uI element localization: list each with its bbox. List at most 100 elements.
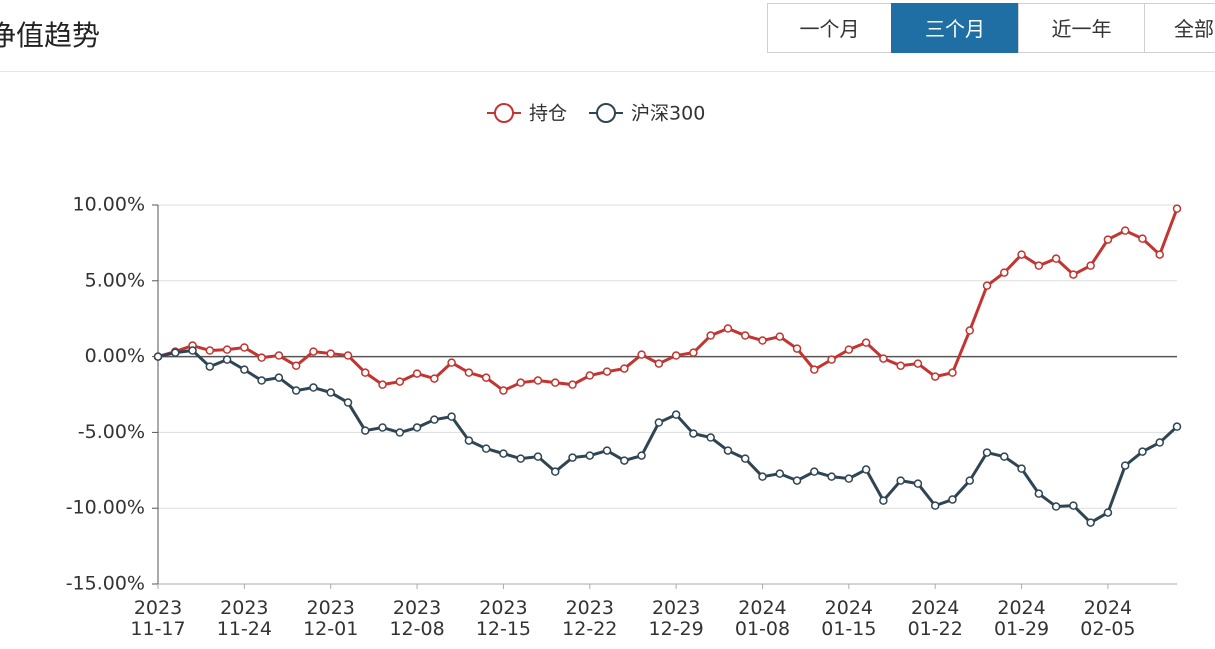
point: [930, 501, 940, 510]
legend-label: 沪深300: [631, 103, 705, 125]
x-tick-label: 2024 01-29: [993, 597, 1050, 640]
point: [533, 452, 543, 461]
point: [568, 380, 577, 389]
point: [1000, 452, 1009, 461]
point: [499, 449, 508, 458]
point: [758, 336, 767, 345]
point: [395, 377, 405, 386]
point: [879, 354, 888, 363]
legend-icon: [494, 103, 514, 123]
legend-label: 持仓: [529, 103, 567, 125]
point: [965, 476, 974, 485]
tab[interactable]: 全部: [1144, 3, 1215, 53]
point: [1172, 422, 1182, 431]
point: [412, 369, 422, 378]
point: [861, 465, 871, 474]
point: [516, 378, 525, 387]
point: [620, 364, 629, 373]
x-tick-label: 2024 01-22: [907, 597, 963, 640]
x-tick-label: 2023 12-15: [475, 597, 532, 640]
point: [343, 398, 353, 407]
point: [723, 446, 733, 455]
point: [1034, 261, 1044, 270]
point: [205, 362, 215, 371]
point: [1138, 447, 1147, 456]
x-tick-label: 2024 01-15: [821, 597, 877, 640]
point: [464, 368, 474, 377]
point: [689, 429, 698, 438]
x-tick-label: 2024 02-05: [1080, 597, 1136, 640]
point: [291, 361, 301, 370]
point: [792, 476, 802, 485]
point: [844, 345, 854, 354]
point: [1120, 226, 1130, 235]
point: [861, 338, 871, 347]
tab[interactable]: 近一年: [1018, 3, 1145, 53]
point: [1103, 508, 1113, 517]
point: [550, 378, 560, 387]
point: [1000, 268, 1009, 277]
point: [1051, 254, 1061, 263]
y-tick-label: 0.00%: [85, 345, 145, 367]
point: [1155, 250, 1164, 259]
point: [550, 467, 560, 476]
point: [602, 367, 612, 376]
point: [1120, 461, 1130, 470]
point: [706, 433, 715, 442]
x-tick-label: 2023 12-29: [648, 597, 704, 640]
point: [395, 428, 405, 437]
point: [740, 454, 750, 463]
point: [343, 351, 353, 360]
point: [430, 415, 439, 424]
point: [430, 374, 439, 383]
point: [948, 368, 957, 377]
point: [982, 281, 992, 290]
point: [222, 355, 232, 364]
point: [913, 359, 923, 368]
point: [775, 469, 785, 478]
point: [827, 472, 836, 481]
point: [654, 359, 664, 368]
x-tick-label: 2024 01-08: [734, 597, 791, 640]
point: [240, 343, 249, 352]
series-line: [157, 208, 1179, 393]
point: [620, 456, 629, 465]
point: [1017, 464, 1026, 473]
point: [689, 348, 698, 357]
point: [965, 326, 974, 335]
point: [205, 346, 215, 355]
point: [896, 361, 905, 370]
point: [1138, 234, 1147, 243]
series-line: [157, 348, 1179, 525]
point: [291, 386, 301, 395]
point: [188, 346, 197, 355]
point: [309, 383, 318, 392]
point: [602, 446, 612, 455]
point: [274, 351, 284, 360]
y-tick-label: -10.00%: [66, 497, 145, 519]
point: [982, 448, 992, 457]
point: [1086, 261, 1095, 270]
point: [671, 351, 681, 360]
point: [930, 372, 940, 381]
divider: [0, 71, 1215, 72]
point: [361, 368, 370, 377]
point: [758, 472, 767, 481]
point: [499, 386, 508, 395]
point: [1086, 518, 1095, 527]
x-tick-label: 2023 11-17: [130, 597, 186, 640]
point: [1034, 489, 1044, 498]
point: [1155, 438, 1164, 447]
y-tick-label: -5.00%: [78, 421, 145, 443]
legend-icon: [596, 103, 617, 123]
point: [913, 479, 923, 488]
y-tick-label: -15.00%: [66, 573, 145, 595]
point: [585, 371, 595, 380]
tab[interactable]: 一个月: [767, 3, 892, 53]
point: [706, 331, 715, 340]
point: [1017, 250, 1026, 259]
point: [361, 426, 370, 435]
point: [378, 380, 387, 389]
point: [1069, 270, 1078, 279]
